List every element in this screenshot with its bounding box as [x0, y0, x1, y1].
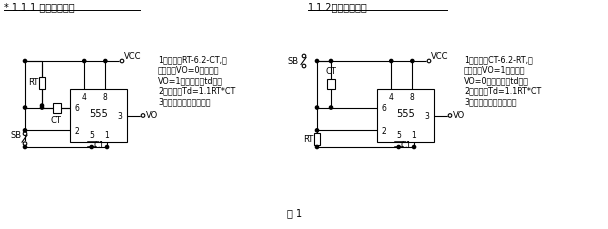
Circle shape [40, 104, 44, 108]
Circle shape [120, 60, 124, 63]
Circle shape [141, 114, 145, 118]
Text: RT: RT [28, 77, 38, 86]
Circle shape [23, 60, 27, 63]
Text: VO=0，暂稳态（td）。: VO=0，暂稳态（td）。 [464, 76, 529, 85]
Circle shape [302, 65, 306, 68]
Circle shape [427, 60, 431, 63]
Text: * 1.1.1 人工启动单稳: * 1.1.1 人工启动单稳 [4, 2, 75, 12]
Text: 2）公式：Td=1.1RT*CT: 2）公式：Td=1.1RT*CT [158, 86, 235, 95]
Circle shape [23, 132, 27, 136]
Text: 5: 5 [89, 131, 94, 140]
Bar [54, 103, 61, 113]
Text: VO: VO [146, 111, 158, 120]
Circle shape [23, 106, 27, 110]
Text: CT: CT [325, 67, 336, 76]
Text: 8: 8 [103, 92, 108, 101]
Text: SB: SB [288, 57, 299, 66]
Bar [70, 90, 127, 142]
Bar [377, 90, 434, 142]
Text: 3）用途：定时，延时。: 3）用途：定时，延时。 [464, 97, 517, 106]
Circle shape [411, 60, 414, 63]
Circle shape [105, 146, 109, 149]
Bar [327, 80, 335, 90]
Text: 2: 2 [382, 126, 386, 135]
Text: VO=1，暂稳态（td）。: VO=1，暂稳态（td）。 [158, 76, 223, 85]
Text: 555: 555 [89, 108, 108, 118]
Text: 1: 1 [412, 131, 416, 140]
Text: 4: 4 [389, 92, 394, 101]
Text: 3）用途：定时，延时。: 3）用途：定时，延时。 [158, 97, 210, 106]
Bar [39, 78, 45, 90]
Text: 8: 8 [410, 92, 415, 101]
Text: 4: 4 [82, 92, 87, 101]
Text: 5: 5 [396, 131, 401, 140]
Circle shape [104, 60, 107, 63]
Text: SB: SB [11, 131, 22, 139]
Circle shape [390, 60, 393, 63]
Text: VO: VO [453, 111, 465, 120]
Text: 1）特点：RT-6.2-CT,人: 1）特点：RT-6.2-CT,人 [158, 55, 227, 64]
Circle shape [23, 142, 27, 146]
Text: 1: 1 [105, 131, 109, 140]
Text: 2）公式：Td=1.1RT*CT: 2）公式：Td=1.1RT*CT [464, 86, 541, 95]
Text: VCC: VCC [124, 52, 142, 61]
Circle shape [83, 60, 86, 63]
Circle shape [316, 129, 319, 132]
Text: 555: 555 [396, 108, 415, 118]
Circle shape [448, 114, 452, 118]
Text: 6: 6 [382, 104, 387, 113]
Text: C1: C1 [401, 140, 412, 149]
Text: C1: C1 [94, 140, 105, 149]
Text: 工启动，VO=1，稳态；: 工启动，VO=1，稳态； [464, 65, 525, 74]
Circle shape [23, 129, 27, 132]
Text: 2: 2 [75, 126, 80, 135]
Text: 1.1.2人工启动单稳: 1.1.2人工启动单稳 [308, 2, 368, 12]
Circle shape [330, 106, 333, 110]
Circle shape [23, 146, 27, 149]
Text: 图 1: 图 1 [288, 207, 303, 217]
Circle shape [316, 106, 319, 110]
Text: 6: 6 [75, 104, 80, 113]
Text: VCC: VCC [431, 52, 449, 61]
Circle shape [316, 146, 319, 149]
Circle shape [316, 60, 319, 63]
Bar [314, 133, 320, 145]
Circle shape [330, 60, 333, 63]
Circle shape [90, 146, 93, 149]
Circle shape [40, 106, 44, 110]
Text: 1）特点：CT-6.2-RT,人: 1）特点：CT-6.2-RT,人 [464, 55, 533, 64]
Text: 3: 3 [424, 112, 429, 120]
Text: 工启动，VO=0，稳态；: 工启动，VO=0，稳态； [158, 65, 219, 74]
Circle shape [412, 146, 416, 149]
Text: CT: CT [51, 115, 62, 124]
Circle shape [302, 55, 306, 59]
Text: RT: RT [303, 135, 313, 144]
Circle shape [397, 146, 400, 149]
Text: 3: 3 [117, 112, 122, 120]
